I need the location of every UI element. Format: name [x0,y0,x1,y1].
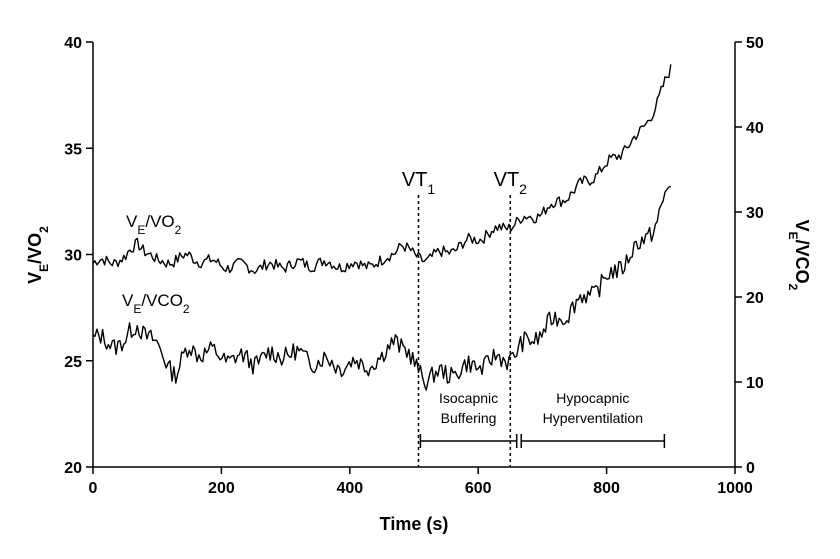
x-tick-label: 1000 [717,480,753,497]
y-left-tick-label: 40 [64,35,82,52]
x-tick-label: 400 [336,480,363,497]
y-right-tick-label: 0 [746,460,755,477]
y-right-tick-label: 50 [746,35,764,52]
series-line-ve-vo2 [92,64,672,275]
y-right-tick-label: 30 [746,205,764,222]
phase-label-line: Hyperventilation [543,410,643,426]
x-tick-label: 800 [593,480,620,497]
y-right-tick-label: 20 [746,290,764,307]
y-left-axis-title: VE/VO2 [25,226,51,284]
series-label-ve-vo2: VE/VO2 [126,212,182,237]
phase-label-line: Hypocapnic [556,390,629,406]
y-left-axis-ticks: 20 25 30 35 40 [64,35,93,477]
vt1-label: VT1 [402,169,436,197]
x-tick-label: 200 [208,480,235,497]
phase-label-line: Buffering [441,410,497,426]
y-right-tick-label: 10 [746,375,764,392]
vt2-label: VT2 [494,169,528,197]
y-left-tick-label: 20 [64,460,82,477]
y-right-tick-label: 40 [746,120,764,137]
series-line-ve-vco2 [92,185,672,391]
phase-bracket-isocapnic: Isocapnic Buffering [419,390,518,448]
x-axis-title: Time (s) [380,514,449,534]
x-tick-label: 0 [89,480,98,497]
y-left-tick-label: 25 [64,354,82,371]
phase-bracket-hypocapnic: Hypocapnic Hyperventilation [520,390,666,448]
y-right-axis-title: VE/VCO2 [786,220,812,291]
y-left-tick-label: 30 [64,248,82,265]
x-tick-label: 600 [465,480,492,497]
series-label-ve-vco2: VE/VCO2 [122,291,190,316]
phase-label-line: Isocapnic [439,390,498,406]
x-axis-ticks: 0 200 400 600 800 1000 [89,467,753,497]
y-right-axis-ticks: 0 10 20 30 40 50 [735,35,764,477]
y-left-tick-label: 35 [64,141,82,158]
